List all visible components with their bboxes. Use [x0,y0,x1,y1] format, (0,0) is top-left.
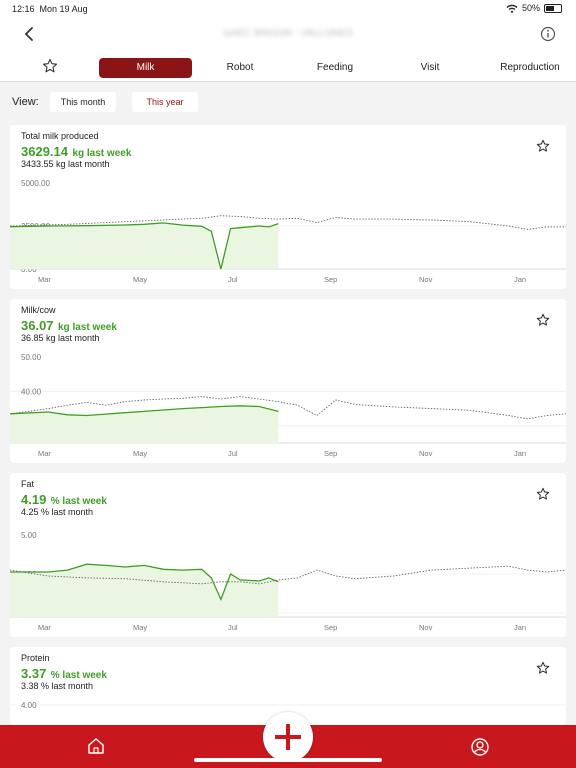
x-tick-label: May [133,449,147,458]
x-tick-label: Jul [228,449,238,458]
card-sub-value: 4.25 % last month [21,507,94,517]
x-tick-label: Sep [324,449,337,458]
series-area-fill [10,405,279,443]
star-icon[interactable] [42,58,58,74]
series-line-current-year [10,222,279,270]
add-button[interactable] [263,712,313,762]
info-icon[interactable] [540,26,556,42]
x-tick-label: Sep [324,623,337,632]
card-title: Protein [21,653,50,663]
card-sub-value: 36.85 kg last month [21,333,100,343]
chart-card-fat[interactable]: Fat 4.19 % last week 4.25 % last month 5.00… [10,473,566,637]
x-tick-label: May [133,623,147,632]
x-tick-label: Mar [38,449,51,458]
chart-card-milk-cow[interactable]: Milk/cow 36.07 kg last week 36.85 kg last … [10,299,566,463]
y-tick-label: 4.00 [21,701,37,710]
status-bar: 12:16 Mon 19 Aug 50% [0,0,576,18]
battery-percent: 50% [521,3,540,13]
plus-icon [275,724,301,750]
chart-card-total-milk-produced[interactable]: Total milk produced 3629.14 kg last week 3… [10,125,566,289]
series-line-previous-year [10,565,566,585]
view-this-month-button[interactable]: This month [50,92,116,112]
card-sub-value: 3433.55 kg last month [21,159,110,169]
chevron-left-icon[interactable] [20,24,38,44]
card-main-value: 3.37 % last week [21,666,107,681]
series-line-previous-year [10,396,566,420]
tab-bar: Milk Robot Feeding Visit Reproduction [0,52,576,82]
view-this-year-button[interactable]: This year [132,92,198,112]
tab-milk[interactable]: Milk [99,58,192,78]
card-main-value: 4.19 % last week [21,492,107,507]
star-icon[interactable] [536,313,550,327]
x-tick-label: Jan [514,449,526,458]
x-tick-label: Nov [419,275,433,284]
user-icon[interactable] [470,737,490,757]
y-tick-label: 40.00 [21,387,42,396]
header: GAEC BRISON - VALLONES [0,18,576,52]
wifi-icon [506,4,518,13]
home-icon[interactable] [86,737,106,755]
series-line-current-year [10,405,279,417]
card-sub-value: 3.38 % last month [21,681,94,691]
card-main-value: 36.07 kg last week [21,318,117,333]
card-title: Fat [21,479,35,489]
star-icon[interactable] [536,139,550,153]
view-selector: View: This month This year [0,90,576,114]
tab-robot[interactable]: Robot [226,62,254,73]
x-tick-label: Mar [38,275,51,284]
view-label: View: [12,96,39,108]
x-tick-label: Sep [324,275,337,284]
y-tick-label: 5000.00 [21,179,50,188]
star-icon[interactable] [536,661,550,675]
series-line-current-year [10,563,279,602]
x-tick-label: Jul [228,275,238,284]
home-indicator [194,758,382,762]
status-time: 12:16 Mon 19 Aug [12,4,88,14]
y-tick-label: 50.00 [21,353,42,362]
card-title: Milk/cow [21,305,56,315]
series-area-fill [10,222,279,269]
star-icon[interactable] [536,487,550,501]
tab-reproduction[interactable]: Reproduction [500,62,560,73]
series-line-previous-year [10,215,566,230]
tab-feeding[interactable]: Feeding [316,62,354,73]
card-title: Total milk produced [21,131,99,141]
x-tick-label: Jul [228,623,238,632]
series-area-fill [10,564,279,617]
y-tick-label: 5.00 [21,531,37,540]
status-right: 50% [506,3,562,13]
x-tick-label: Jan [514,623,526,632]
x-tick-label: Jan [514,275,526,284]
page-title: GAEC BRISON - VALLONES [222,28,354,39]
tab-visit[interactable]: Visit [420,62,440,73]
x-tick-label: May [133,275,147,284]
x-tick-label: Nov [419,623,433,632]
x-tick-label: Mar [38,623,51,632]
card-main-value: 3629.14 kg last week [21,144,132,159]
battery-icon [544,3,562,13]
line-chart: 4.00 [10,701,566,710]
x-tick-label: Nov [419,449,433,458]
